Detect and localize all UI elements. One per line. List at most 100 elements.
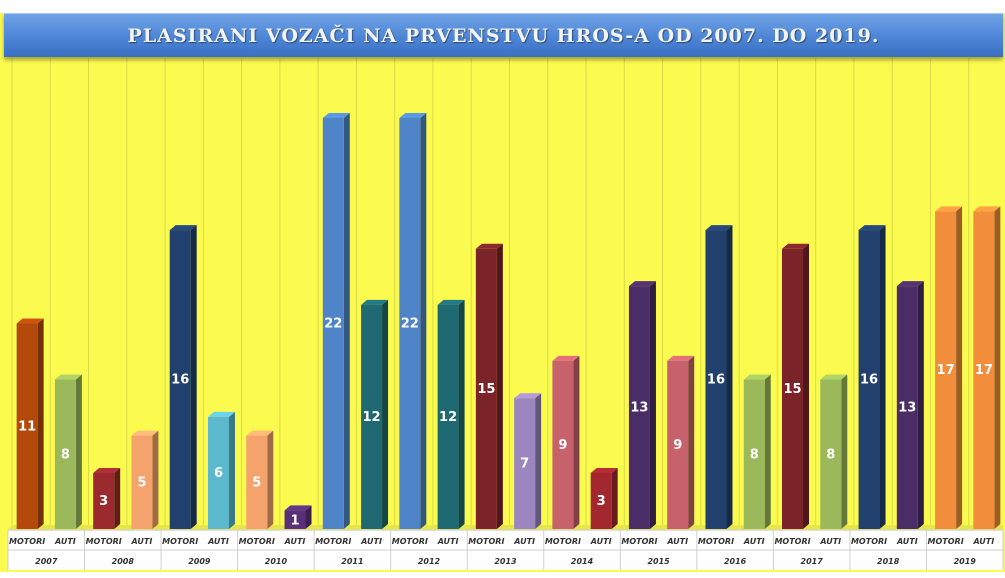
bar-front bbox=[475, 248, 497, 530]
bar-top bbox=[858, 225, 886, 231]
bar-2013-motori bbox=[475, 243, 503, 530]
year-label: 2009 bbox=[188, 557, 211, 566]
category-label: MOTORI bbox=[774, 537, 810, 546]
bar-2015-auti bbox=[667, 355, 695, 529]
bar-front bbox=[131, 435, 153, 529]
year-label: 2019 bbox=[954, 557, 977, 566]
bar-side bbox=[994, 206, 1001, 529]
bar-side bbox=[420, 113, 427, 529]
bar-front bbox=[246, 435, 268, 529]
bar-top bbox=[246, 430, 274, 436]
year-label: 2007 bbox=[35, 557, 58, 566]
data-label: 5 bbox=[137, 475, 146, 490]
bar-top bbox=[820, 374, 848, 380]
bar-side bbox=[803, 243, 810, 530]
bar-top bbox=[782, 243, 810, 249]
data-label: 17 bbox=[937, 363, 955, 378]
data-label: 12 bbox=[439, 410, 457, 425]
bar-front bbox=[437, 304, 459, 529]
bar-2007-auti bbox=[54, 374, 82, 529]
bar-2018-motori bbox=[858, 225, 886, 529]
category-label: AUTI bbox=[743, 537, 765, 546]
category-label: MOTORI bbox=[621, 537, 657, 546]
year-label: 2016 bbox=[724, 557, 747, 566]
bar-front bbox=[858, 230, 880, 529]
category-label: MOTORI bbox=[545, 537, 581, 546]
bar-top bbox=[896, 281, 924, 287]
category-label: MOTORI bbox=[698, 537, 734, 546]
bar-front bbox=[667, 360, 689, 529]
bar-top bbox=[437, 299, 465, 305]
bars bbox=[16, 113, 1001, 530]
year-label: 2012 bbox=[418, 557, 441, 566]
data-label: 3 bbox=[99, 494, 108, 509]
category-label: AUTI bbox=[590, 537, 612, 546]
chart-title: PLASIRANI VOZAČI NA PRVENSTVU HROS-A OD … bbox=[127, 24, 880, 47]
data-label: 22 bbox=[324, 317, 342, 332]
year-label: 2015 bbox=[647, 557, 670, 566]
data-label: 8 bbox=[826, 447, 835, 462]
bar-side bbox=[114, 467, 121, 529]
chart-floor bbox=[8, 525, 1003, 529]
bar-2010-auti bbox=[284, 505, 312, 529]
bar-top bbox=[935, 206, 963, 212]
bar-top bbox=[93, 467, 121, 473]
bar-top bbox=[628, 281, 656, 287]
data-label: 13 bbox=[630, 401, 648, 416]
data-label: 7 bbox=[520, 457, 529, 472]
bar-side bbox=[382, 299, 389, 529]
category-label: AUTI bbox=[972, 537, 994, 546]
bar-front bbox=[93, 472, 115, 529]
data-label: 13 bbox=[898, 401, 916, 416]
data-label: 6 bbox=[214, 466, 223, 481]
bar-2008-motori bbox=[93, 467, 121, 529]
bar-2012-motori bbox=[399, 113, 427, 529]
category-label: MOTORI bbox=[315, 537, 351, 546]
bar-front bbox=[399, 118, 421, 529]
bar-side bbox=[305, 505, 312, 529]
data-label: 9 bbox=[673, 438, 682, 453]
bar-side bbox=[496, 243, 503, 530]
data-label: 9 bbox=[558, 438, 567, 453]
category-label: AUTI bbox=[513, 537, 535, 546]
bar-side bbox=[764, 374, 771, 529]
year-label: 2017 bbox=[801, 557, 824, 566]
bar-2014-auti bbox=[590, 467, 618, 529]
bar-side bbox=[152, 430, 159, 529]
bar-2015-motori bbox=[628, 281, 656, 529]
bottom-border bbox=[0, 572, 1005, 578]
category-label: AUTI bbox=[207, 537, 229, 546]
bar-top bbox=[399, 113, 427, 118]
year-label: 2008 bbox=[112, 557, 135, 566]
bar-front bbox=[514, 398, 536, 529]
bar-side bbox=[37, 318, 44, 529]
category-label: AUTI bbox=[131, 537, 153, 546]
data-label: 16 bbox=[860, 373, 878, 388]
bar-top bbox=[16, 318, 44, 324]
bar-side bbox=[458, 299, 465, 529]
bar-top bbox=[131, 430, 159, 436]
bar-front bbox=[935, 211, 957, 529]
bar-side bbox=[611, 467, 618, 529]
data-label: 3 bbox=[597, 494, 606, 509]
bar-top bbox=[705, 225, 733, 231]
bar-front bbox=[284, 510, 306, 529]
bar-side bbox=[841, 374, 848, 529]
bar-front bbox=[628, 286, 650, 529]
bar-side bbox=[75, 374, 82, 529]
bar-front bbox=[361, 304, 383, 529]
category-label: MOTORI bbox=[9, 537, 45, 546]
data-label: 22 bbox=[401, 317, 419, 332]
bar-side bbox=[267, 430, 274, 529]
data-label: 15 bbox=[477, 382, 495, 397]
bar-top bbox=[590, 467, 618, 473]
bar-2010-motori bbox=[246, 430, 274, 529]
year-label: 2018 bbox=[877, 557, 900, 566]
category-label: MOTORI bbox=[928, 537, 964, 546]
title-banner: PLASIRANI VOZAČI NA PRVENSTVU HROS-A OD … bbox=[4, 13, 1003, 57]
bar-front bbox=[207, 416, 229, 529]
bar-front bbox=[54, 379, 76, 529]
data-label: 8 bbox=[750, 447, 759, 462]
category-label: MOTORI bbox=[851, 537, 887, 546]
data-label: 17 bbox=[975, 363, 993, 378]
